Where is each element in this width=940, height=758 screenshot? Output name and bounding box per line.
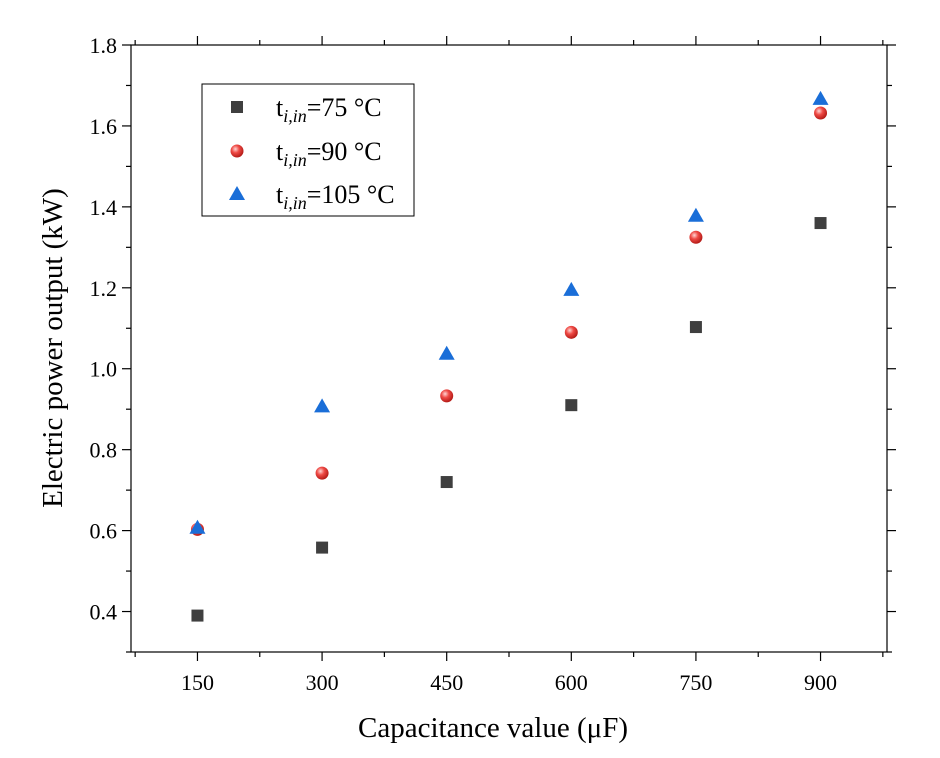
x-tick-label: 450 <box>430 670 463 695</box>
point-square-150 <box>191 609 204 622</box>
y-axis: 0.4 0.6 0.8 1.0 1.2 1.4 1.6 1.8 <box>90 33 896 653</box>
point-triangle-300 <box>314 398 331 413</box>
legend: ti,in=75 °C ti,in=90 °C ti,in=105 °C <box>201 83 415 217</box>
point-square-300 <box>316 541 329 554</box>
point-square-450 <box>440 476 453 489</box>
y-tick-label: 1.8 <box>90 33 118 58</box>
x-axis: 150 300 450 600 750 900 <box>134 36 884 695</box>
x-tick-label: 600 <box>555 670 588 695</box>
point-triangle-600 <box>563 281 580 296</box>
point-triangle-450 <box>438 345 455 360</box>
data-markers <box>189 90 829 622</box>
x-tick-label: 750 <box>679 670 712 695</box>
y-tick-label: 0.4 <box>90 600 118 625</box>
point-circle-300 <box>315 466 329 480</box>
legend-marker-triangle <box>229 186 245 200</box>
point-square-750 <box>689 321 702 334</box>
y-tick-label: 1.2 <box>90 276 118 301</box>
y-axis-title: Electric power output (kW) <box>37 188 69 508</box>
point-circle-900 <box>814 106 828 120</box>
x-tick-label: 150 <box>181 670 214 695</box>
legend-label: ti,in=90 °C <box>276 137 382 170</box>
legend-marker-square <box>231 101 243 113</box>
y-tick-label: 1.4 <box>90 195 118 220</box>
y-tick-label: 0.8 <box>90 438 118 463</box>
point-triangle-900 <box>812 90 829 105</box>
point-square-600 <box>565 399 578 412</box>
x-tick-label: 900 <box>804 670 837 695</box>
y-tick-label: 1.6 <box>90 114 118 139</box>
legend-label: ti,in=75 °C <box>276 93 382 126</box>
point-triangle-750 <box>687 207 704 222</box>
legend-marker-circle <box>230 144 244 158</box>
point-square-900 <box>814 217 827 230</box>
y-tick-label: 0.6 <box>90 519 118 544</box>
x-axis-title: Capacitance value (μF) <box>358 712 628 744</box>
point-circle-450 <box>440 389 454 403</box>
y-tick-label: 1.0 <box>90 357 118 382</box>
x-tick-label: 300 <box>306 670 339 695</box>
legend-label: ti,in=105 °C <box>276 180 395 213</box>
point-circle-750 <box>689 230 703 244</box>
point-triangle-150 <box>189 519 206 534</box>
point-circle-600 <box>564 325 578 339</box>
